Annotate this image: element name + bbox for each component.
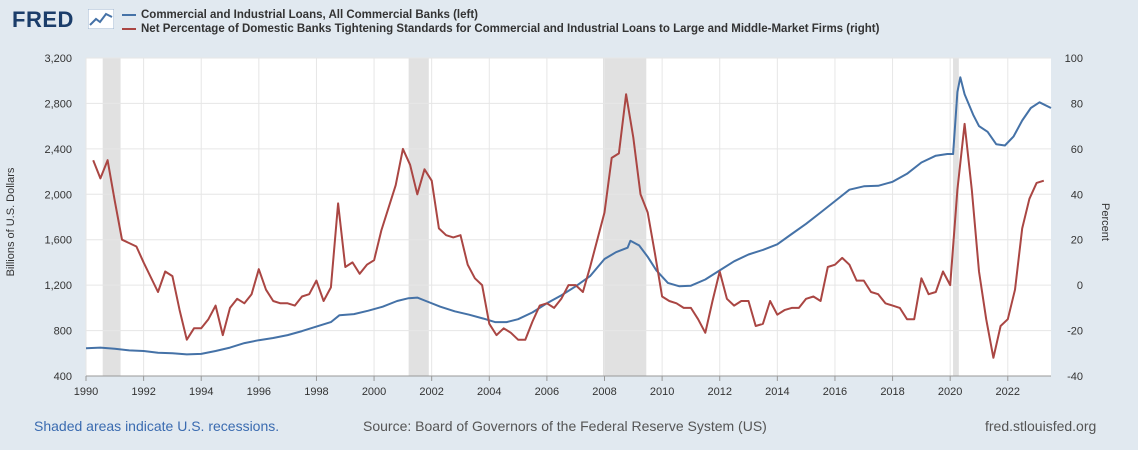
y-tick-label-right: 20 — [1071, 235, 1083, 247]
x-tick-label: 2014 — [765, 386, 789, 398]
x-tick-label: 2018 — [880, 386, 904, 398]
y-tick-label-right: 80 — [1071, 98, 1083, 110]
y-tick-label-right: -40 — [1067, 371, 1083, 383]
x-tick-label: 2006 — [535, 386, 559, 398]
x-tick-label: 2010 — [650, 386, 674, 398]
y-tick-label-right: -20 — [1067, 326, 1083, 338]
x-tick-label: 1990 — [74, 386, 98, 398]
x-tick-label: 1998 — [304, 386, 328, 398]
series-line-loans — [85, 76, 1052, 356]
chart-header: FRED Commercial and Industrial Loans, Al… — [0, 0, 1138, 50]
y-tick-label-left: 2,800 — [44, 98, 72, 110]
y-tick-label-left: 2,400 — [44, 144, 72, 156]
legend: Commercial and Industrial Loans, All Com… — [122, 8, 879, 36]
legend-label-loans: Commercial and Industrial Loans, All Com… — [141, 9, 478, 21]
legend-label-tightening: Net Percentage of Domestic Banks Tighten… — [141, 23, 880, 35]
x-tick-label: 2004 — [477, 386, 501, 398]
y-tick-label-left: 3,200 — [44, 53, 72, 65]
x-tick-label: 1992 — [131, 386, 155, 398]
y-tick-label-right: 40 — [1071, 189, 1083, 201]
recession-note-link[interactable]: Shaded areas indicate U.S. recessions. — [34, 418, 280, 434]
legend-swatch-tightening — [122, 28, 136, 30]
y-tick-label-left: 2,000 — [44, 189, 72, 201]
line-chart-icon — [88, 9, 114, 29]
y-tick-label-left: 800 — [54, 326, 72, 338]
legend-swatch-loans — [122, 14, 136, 16]
x-tick-label: 2020 — [938, 386, 962, 398]
y-tick-label-right: 0 — [1077, 280, 1083, 292]
x-tick-label: 2000 — [362, 386, 386, 398]
line-chart[interactable]: 4008001,2001,6002,0002,4002,8003,200-40-… — [0, 0, 1138, 410]
x-tick-label: 1996 — [247, 386, 271, 398]
x-tick-label: 1994 — [189, 386, 213, 398]
fred-logo[interactable]: FRED — [12, 7, 74, 32]
source-text: Source: Board of Governors of the Federa… — [363, 418, 767, 434]
x-tick-label: 2008 — [592, 386, 616, 398]
y-tick-label-left: 1,200 — [44, 280, 72, 292]
plot-area — [86, 58, 1051, 376]
y-tick-label-left: 400 — [54, 371, 72, 383]
series-line-tightening — [92, 93, 1045, 359]
site-link[interactable]: fred.stlouisfed.org — [985, 418, 1097, 434]
x-tick-label: 2016 — [823, 386, 847, 398]
y-tick-label-right: 100 — [1065, 53, 1083, 65]
x-tick-label: 2012 — [707, 386, 731, 398]
recession-band — [408, 58, 429, 376]
y-tick-label-right: 60 — [1071, 144, 1083, 156]
recession-band — [102, 58, 121, 376]
legend-item-loans[interactable]: Commercial and Industrial Loans, All Com… — [122, 8, 879, 22]
x-tick-label: 2002 — [419, 386, 443, 398]
x-tick-label: 2022 — [996, 386, 1020, 398]
y-tick-label-left: 1,600 — [44, 235, 72, 247]
legend-item-tightening[interactable]: Net Percentage of Domestic Banks Tighten… — [122, 22, 879, 36]
